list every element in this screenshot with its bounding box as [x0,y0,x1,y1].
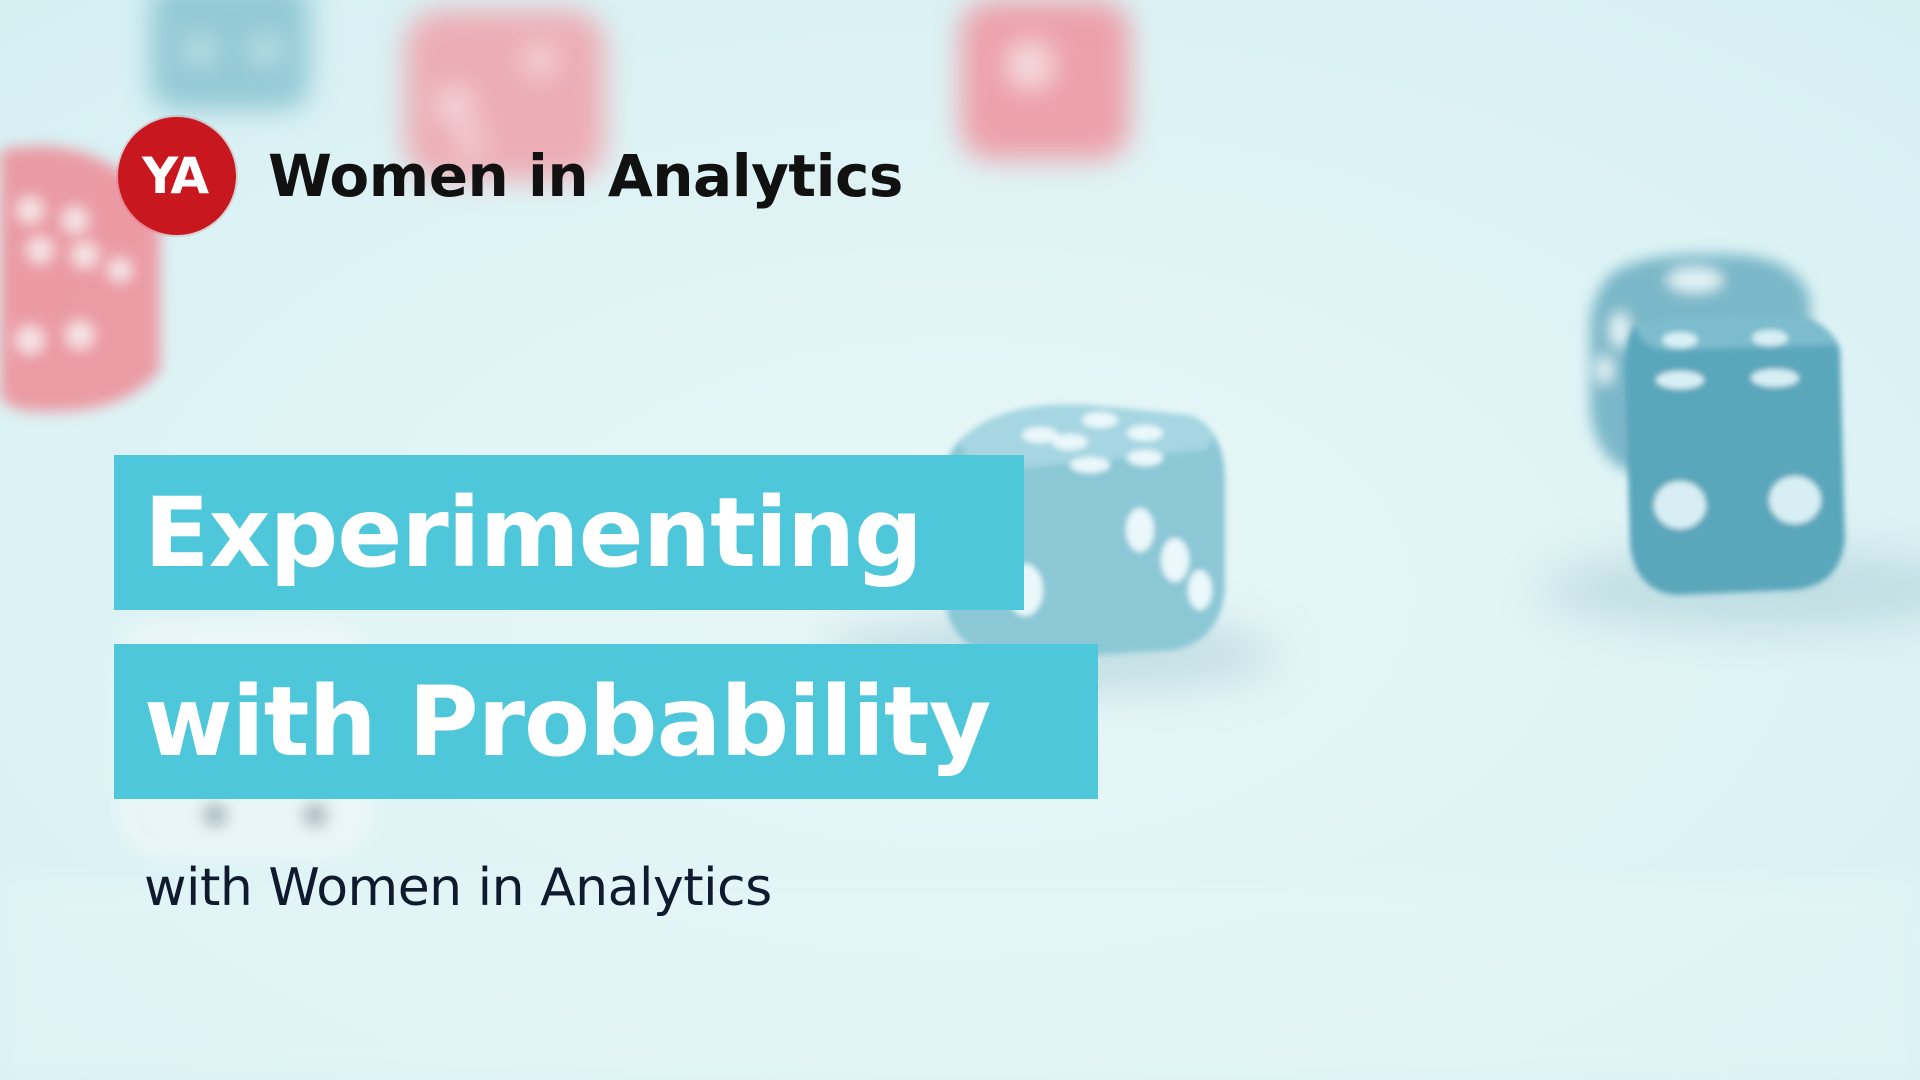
brand-header: YA Women in Analytics [118,117,903,235]
title-line-1: Experimenting [144,476,923,589]
title-line-2: with Probability [144,665,991,778]
women-in-analytics-logo-icon: YA [118,117,236,235]
logo-text: YA [141,147,209,205]
title-band-1: Experimenting [114,455,1024,610]
brand-name: Women in Analytics [268,142,903,210]
subtitle: with Women in Analytics [144,858,772,918]
title-band-2: with Probability [114,644,1098,799]
